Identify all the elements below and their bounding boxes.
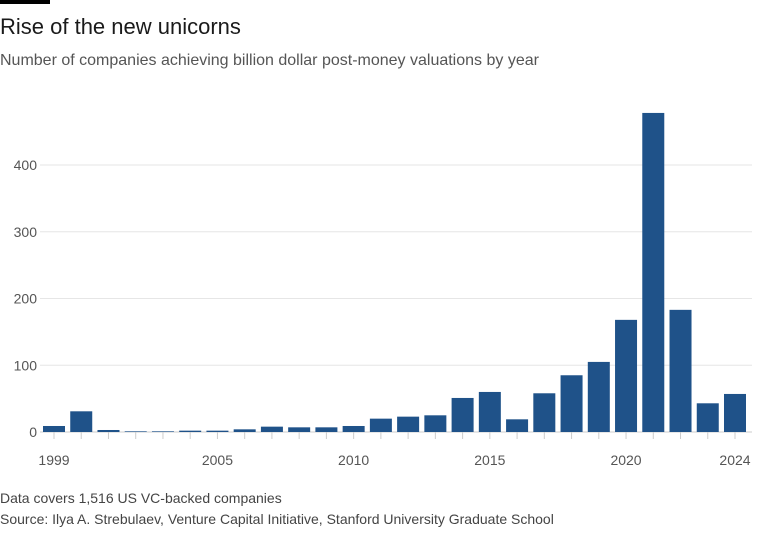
- bar-1999: [43, 425, 65, 432]
- bar-2020: [615, 319, 638, 432]
- y-tick-label: 0: [29, 424, 37, 440]
- x-tick-label: 2024: [719, 452, 750, 468]
- bar-2011: [369, 418, 392, 432]
- bar-2008: [288, 427, 311, 432]
- bar-2021: [642, 112, 665, 432]
- bar-2002: [124, 431, 147, 432]
- y-tick-label: 100: [14, 357, 38, 373]
- bar-2004: [179, 430, 202, 432]
- chart-title: Rise of the new unicorns: [0, 14, 241, 39]
- x-tick-label: 2020: [610, 452, 641, 468]
- y-tick-label: 400: [14, 157, 38, 173]
- bar-2022: [669, 309, 692, 432]
- bar-2015: [478, 391, 501, 432]
- bar-2003: [151, 431, 174, 432]
- bar-2023: [696, 403, 719, 432]
- bar-2006: [233, 429, 256, 432]
- bar-2017: [533, 393, 556, 432]
- y-tick-label: 200: [14, 291, 38, 307]
- bar-2019: [587, 361, 610, 432]
- chart-subtitle: Number of companies achieving billion do…: [0, 52, 539, 69]
- bar-2014: [451, 397, 474, 432]
- bar-2001: [97, 429, 120, 432]
- bar-2018: [560, 375, 583, 432]
- x-tick-label: 1999: [38, 452, 69, 468]
- y-tick-label: 300: [14, 224, 38, 240]
- bar-2016: [506, 419, 529, 432]
- chart-source: Source: Ilya A. Strebulaev, Venture Capi…: [0, 511, 554, 527]
- x-tick-label: 2015: [474, 452, 505, 468]
- bar-2024: [724, 393, 746, 432]
- bar-2005: [206, 430, 229, 432]
- bar-2009: [315, 427, 338, 432]
- bar-2013: [424, 415, 447, 432]
- bar-2012: [397, 416, 420, 432]
- bar-2010: [342, 425, 365, 432]
- x-tick-label: 2010: [338, 452, 369, 468]
- x-tick-label: 2005: [202, 452, 233, 468]
- brand-bar: [0, 0, 50, 4]
- chart-note: Data covers 1,516 US VC-backed companies: [0, 490, 282, 506]
- bar-2007: [260, 426, 283, 432]
- bar-2000: [70, 411, 93, 432]
